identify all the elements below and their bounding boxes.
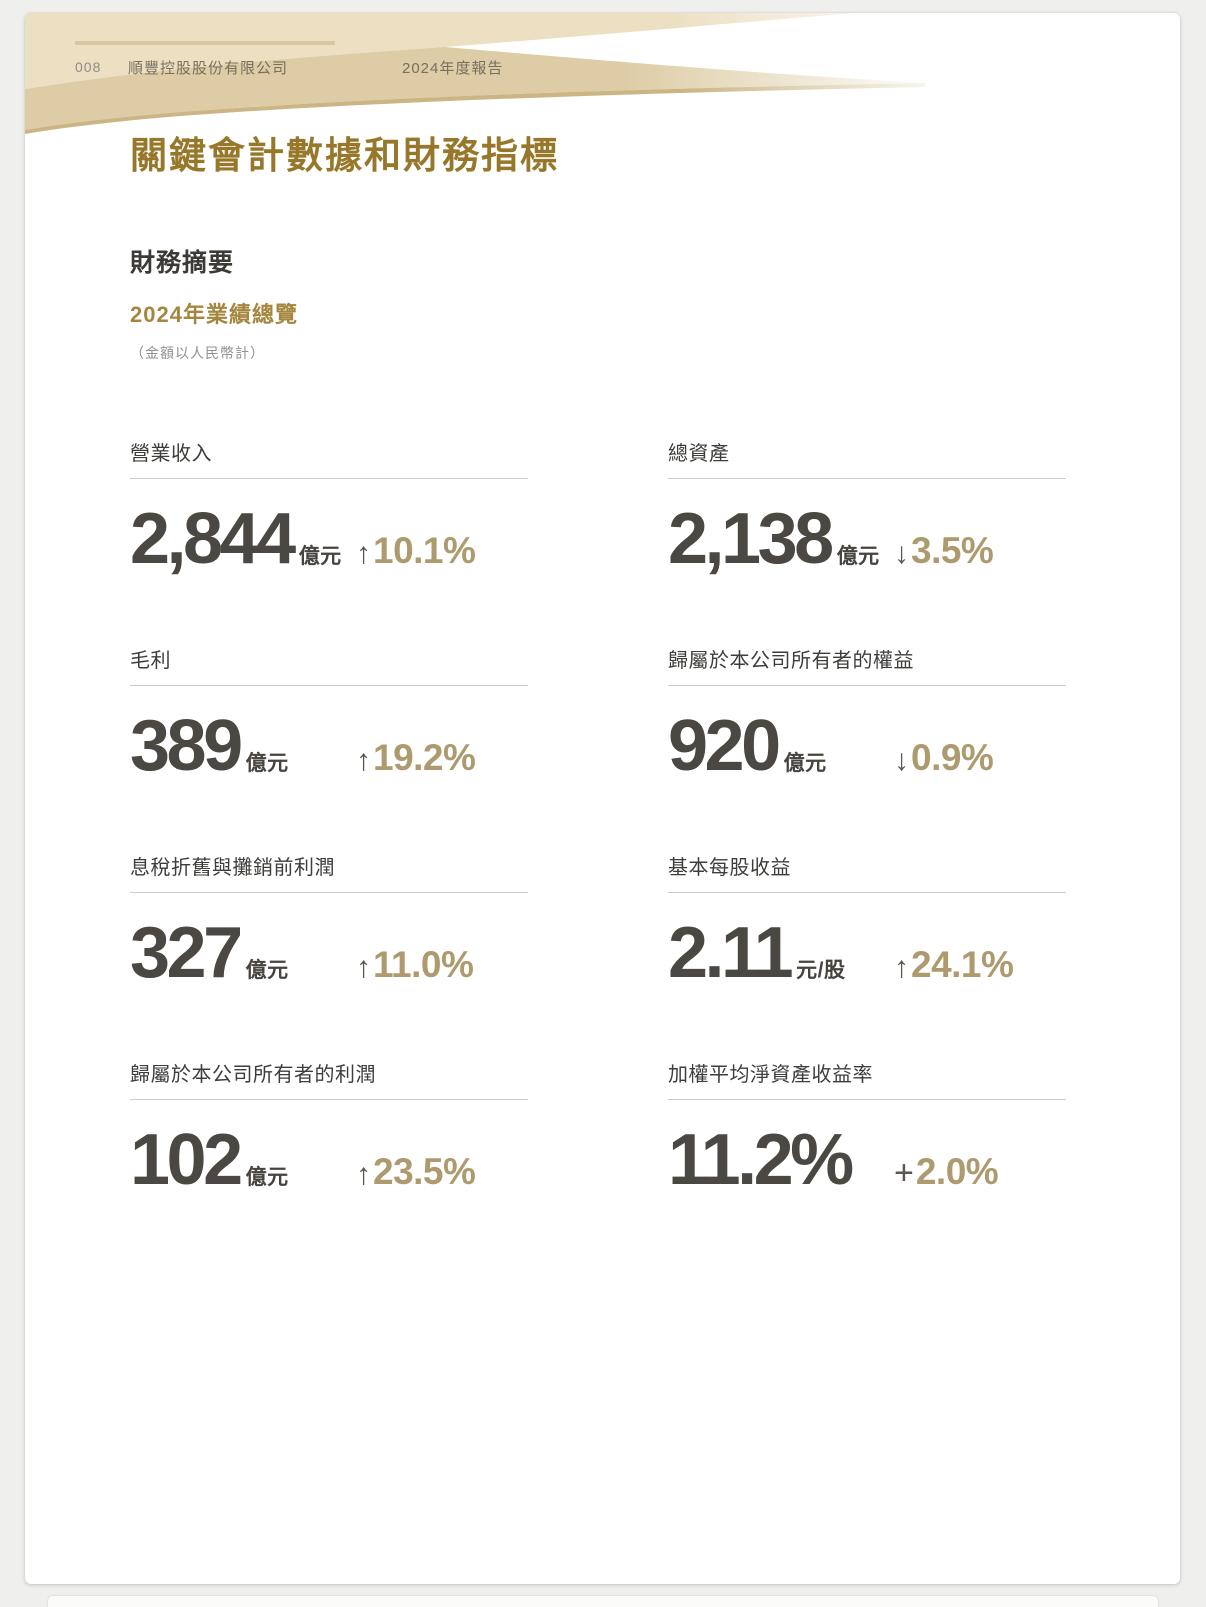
up-arrow-icon: ↑ (356, 951, 371, 984)
metric-card-gross-profit: 毛利 389 億元 ↑ 19.2% (130, 644, 528, 795)
metrics-grid: 營業收入 2,844 億元 ↑ 10.1% 總資產 2,138 (130, 437, 1066, 1209)
metric-unit: 億元 (298, 545, 342, 568)
report-title: 2024年度報告 (402, 60, 504, 77)
plus-icon: + (894, 1154, 914, 1192)
header-wave-decoration (25, 13, 925, 134)
metric-card-owners-profit: 歸屬於本公司所有者的利潤 102 億元 ↑ 23.5% (130, 1058, 528, 1209)
company-name: 順豐控股股份有限公司 (128, 60, 289, 77)
metric-card-basic-eps: 基本每股收益 2.11 元/股 ↑ 24.1% (668, 851, 1066, 1002)
metric-unit: 億元 (245, 1166, 289, 1189)
metric-value: 389 (130, 706, 243, 786)
metric-unit: 億元 (245, 959, 289, 982)
metric-change: + 2.0% (894, 1151, 999, 1193)
section-heading: 財務摘要 (130, 249, 235, 277)
company-name-underline (75, 41, 335, 45)
metric-change-percent: 3.5% (911, 530, 994, 571)
metric-label: 基本每股收益 (668, 851, 1066, 893)
metric-change-percent: 24.1% (911, 944, 1014, 985)
metric-label: 歸屬於本公司所有者的利潤 (130, 1058, 528, 1100)
metric-change-percent: 0.9% (911, 737, 994, 778)
metric-label: 歸屬於本公司所有者的權益 (668, 644, 1066, 686)
metric-value: 2,138 (668, 499, 834, 579)
metric-label: 毛利 (130, 644, 528, 686)
metric-label: 息稅折舊與攤銷前利潤 (130, 851, 528, 893)
metric-value: 11.2% (668, 1120, 854, 1200)
metric-change: ↑ 19.2% (356, 737, 476, 779)
metric-label: 總資產 (668, 437, 1066, 479)
metric-card-ebitda: 息稅折舊與攤銷前利潤 327 億元 ↑ 11.0% (130, 851, 528, 1002)
metric-unit: 億元 (783, 752, 827, 775)
metric-value: 2.11 (668, 913, 794, 993)
currency-note: （金額以人民幣計） (130, 345, 265, 361)
metric-change: ↑ 24.1% (894, 944, 1014, 986)
metric-value: 920 (668, 706, 781, 786)
metric-unit: 元/股 (796, 959, 846, 982)
metric-label: 加權平均淨資產收益率 (668, 1058, 1066, 1100)
metric-unit: 億元 (836, 545, 880, 568)
down-arrow-icon: ↓ (894, 744, 909, 777)
up-arrow-icon: ↑ (356, 1158, 371, 1191)
next-page-edge (48, 1596, 1158, 1607)
metric-change: ↑ 11.0% (356, 944, 474, 986)
up-arrow-icon: ↑ (356, 537, 371, 570)
metric-change: ↓ 3.5% (894, 530, 994, 572)
down-arrow-icon: ↓ (894, 537, 909, 570)
up-arrow-icon: ↑ (356, 744, 371, 777)
metric-card-owners-equity: 歸屬於本公司所有者的權益 920 億元 ↓ 0.9% (668, 644, 1066, 795)
metric-value: 327 (130, 913, 243, 993)
metric-value: 102 (130, 1120, 243, 1200)
metric-change-percent: 10.1% (373, 530, 476, 571)
metric-change: ↓ 0.9% (894, 737, 994, 779)
metric-label: 營業收入 (130, 437, 528, 479)
report-page: 008 順豐控股股份有限公司 2024年度報告 關鍵會計數據和財務指標 財務摘要… (25, 13, 1180, 1584)
metric-change: ↑ 23.5% (356, 1151, 476, 1193)
metric-value: 2,844 (130, 499, 296, 579)
page-title: 關鍵會計數據和財務指標 (130, 135, 559, 176)
metric-card-weighted-roe: 加權平均淨資產收益率 11.2% + 2.0% (668, 1058, 1066, 1209)
metric-card-revenue: 營業收入 2,844 億元 ↑ 10.1% (130, 437, 528, 588)
metric-change-percent: 11.0% (373, 944, 474, 985)
up-arrow-icon: ↑ (894, 951, 909, 984)
page-header: 008 順豐控股股份有限公司 2024年度報告 (75, 57, 1075, 79)
metric-change: ↑ 10.1% (356, 530, 476, 572)
metric-change-percent: 2.0% (915, 1151, 999, 1192)
metric-change-percent: 23.5% (373, 1151, 476, 1192)
metric-card-total-assets: 總資產 2,138 億元 ↓ 3.5% (668, 437, 1066, 588)
metric-change-percent: 19.2% (373, 737, 476, 778)
page-number: 008 (75, 59, 102, 75)
metric-unit: 億元 (245, 752, 289, 775)
subsection-heading: 2024年業績總覽 (130, 302, 298, 327)
